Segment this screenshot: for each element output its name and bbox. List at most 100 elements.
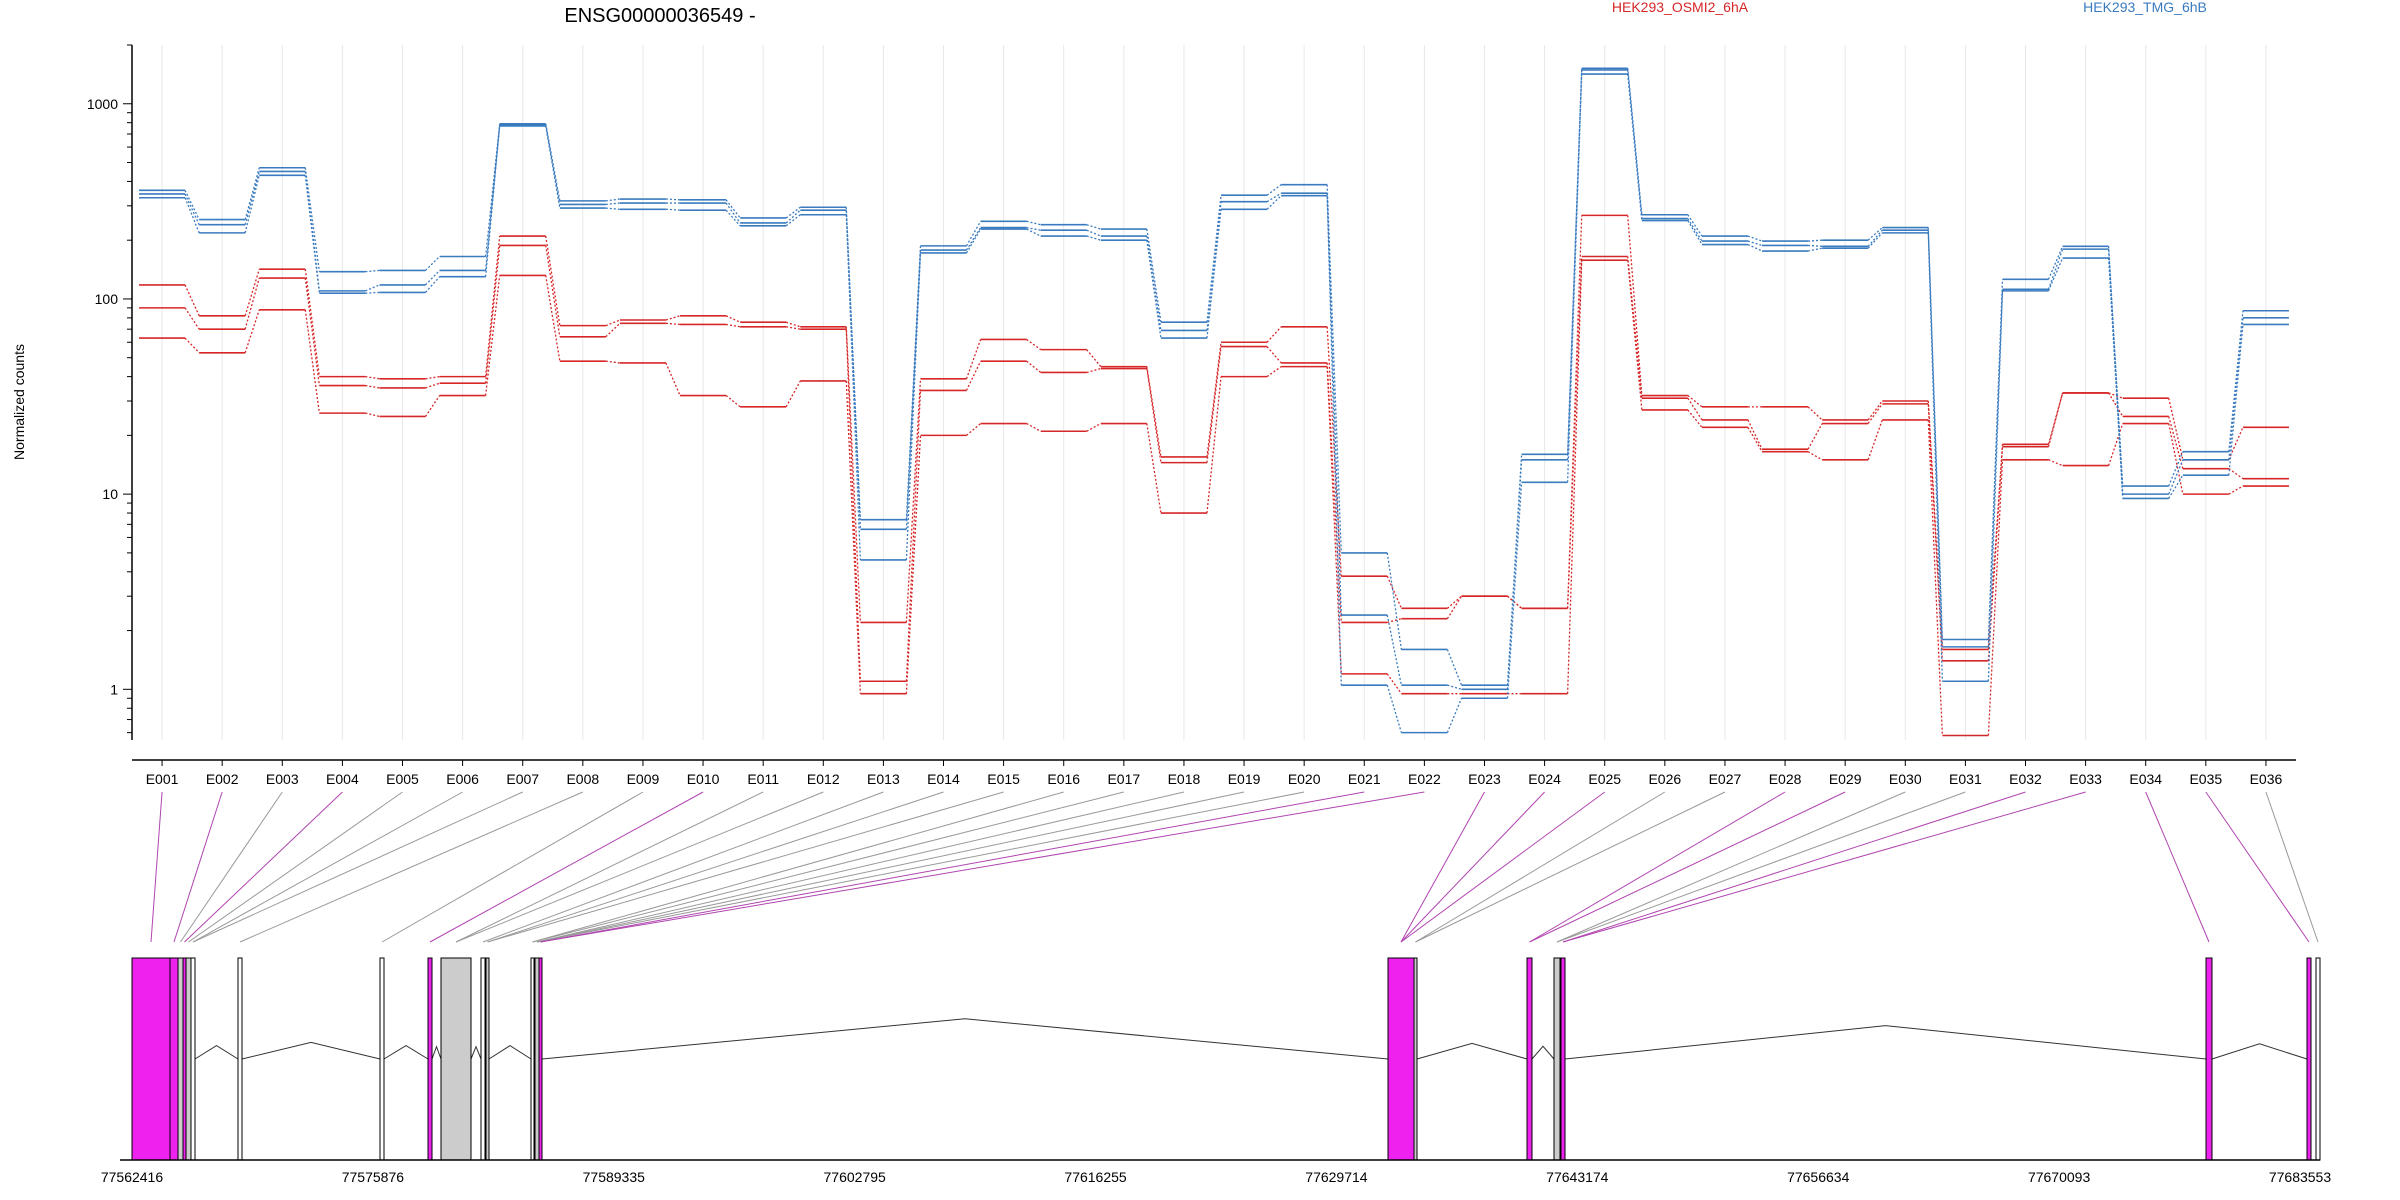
exon-connector xyxy=(536,791,1245,943)
exon-connector xyxy=(1415,791,1726,943)
step-connector xyxy=(1808,244,1823,247)
x-tick-label: E008 xyxy=(566,771,599,787)
step-connector xyxy=(365,412,380,418)
exon-connector xyxy=(536,791,1305,943)
step-connector xyxy=(424,395,441,417)
step-connector xyxy=(1927,232,1944,682)
exon-connector xyxy=(192,791,463,943)
step-connector xyxy=(1687,397,1703,421)
step-connector xyxy=(2047,392,2064,445)
step-connector xyxy=(1627,73,1643,221)
step-connector xyxy=(184,307,200,330)
step-connector xyxy=(2047,248,2064,290)
step-connector xyxy=(1747,243,1763,252)
x-tick-label: E002 xyxy=(206,771,239,787)
step-connector xyxy=(244,167,260,220)
step-connector xyxy=(1446,649,1463,686)
gene-model-track: 77562416 77575876 77589335 77602795 77616255… xyxy=(101,957,2331,1185)
step-connector xyxy=(244,269,260,316)
step-connector xyxy=(304,167,321,272)
step-connector xyxy=(2107,249,2124,495)
x-tick-label: E010 xyxy=(687,771,720,787)
x-tick-label: E018 xyxy=(1168,771,1201,787)
step-connector xyxy=(484,125,501,277)
step-connector xyxy=(1867,400,1883,421)
exon-block xyxy=(169,957,179,1161)
exon-block xyxy=(530,957,535,1161)
exon-connectors xyxy=(150,791,2319,943)
step-connector xyxy=(605,207,620,210)
exon-connector xyxy=(188,791,403,943)
step-connector xyxy=(605,360,621,364)
genome-tick-label: 77602795 xyxy=(824,1169,887,1185)
step-connector xyxy=(1867,403,1883,424)
step-connector xyxy=(2168,423,2184,495)
intron xyxy=(383,1044,429,1060)
step-connector xyxy=(2168,459,2184,495)
step-connector xyxy=(1807,406,1823,421)
step-connector xyxy=(1808,239,1823,242)
exon-block xyxy=(1526,957,1533,1161)
step-connector xyxy=(184,337,200,354)
step-connector xyxy=(1146,366,1162,458)
step-connector xyxy=(1687,218,1703,242)
x-tick-label: E030 xyxy=(1889,771,1922,787)
step-connector xyxy=(1266,184,1282,196)
x-tick-label: E022 xyxy=(1408,771,1441,787)
exon-block xyxy=(379,957,385,1161)
step-connector xyxy=(184,197,200,234)
genome-tick-label: 77616255 xyxy=(1064,1169,1127,1185)
intron xyxy=(1531,1045,1555,1060)
step-connector xyxy=(365,284,380,292)
exon-block xyxy=(185,957,192,1161)
exon-connector xyxy=(540,791,1365,943)
x-tick-label: E005 xyxy=(386,771,419,787)
step-connector xyxy=(484,275,501,396)
step-connector xyxy=(1927,403,1944,661)
step-connector xyxy=(1386,552,1403,650)
step-connector xyxy=(1266,192,1282,203)
step-connector xyxy=(905,435,922,694)
step-connector xyxy=(1206,195,1222,323)
exon-connector xyxy=(487,791,944,943)
x-tick-label: E001 xyxy=(146,771,179,787)
x-tick-label: E026 xyxy=(1648,771,1681,787)
exon-block xyxy=(1413,957,1418,1161)
step-connector xyxy=(425,269,441,286)
step-connector xyxy=(725,209,741,227)
exon-connector xyxy=(487,791,1004,943)
step-connector xyxy=(665,322,681,326)
step-connector xyxy=(1566,260,1583,694)
step-connector xyxy=(2168,474,2184,499)
step-connector xyxy=(665,208,681,211)
chart-title: ENSG00000036549 - xyxy=(564,5,755,27)
x-tick-label: E021 xyxy=(1348,771,1381,787)
exon-connector xyxy=(1400,791,1606,943)
x-tick-label: E029 xyxy=(1829,771,1862,787)
intron xyxy=(2211,1043,2308,1060)
step-connector xyxy=(1627,215,1643,396)
step-connector xyxy=(1026,360,1042,373)
series-lines xyxy=(139,67,2289,737)
step-connector xyxy=(1987,290,2004,682)
x-tick-label: E033 xyxy=(2069,771,2102,787)
exon-connector xyxy=(1529,791,1846,943)
step-connector xyxy=(725,199,741,219)
step-connector xyxy=(1326,362,1342,623)
step-connector xyxy=(966,423,982,436)
step-connector xyxy=(545,125,561,209)
series-HEK293_OSMI2_6hA xyxy=(139,214,2289,651)
step-connector xyxy=(725,315,741,323)
step-connector xyxy=(425,375,440,380)
step-connector xyxy=(845,326,862,623)
intron xyxy=(1564,1025,2207,1060)
step-connector xyxy=(1086,235,1102,241)
step-connector xyxy=(905,378,922,623)
x-tick-label: E032 xyxy=(2009,771,2042,787)
step-connector xyxy=(786,326,801,330)
step-connector xyxy=(1026,220,1041,226)
step-connector xyxy=(965,227,982,251)
x-axis: E001 E002 E003 E004 E005 E006 E007 E008 E009 E010… xyxy=(132,759,2296,787)
step-connector xyxy=(1566,69,1583,460)
step-connector xyxy=(1867,227,1883,241)
